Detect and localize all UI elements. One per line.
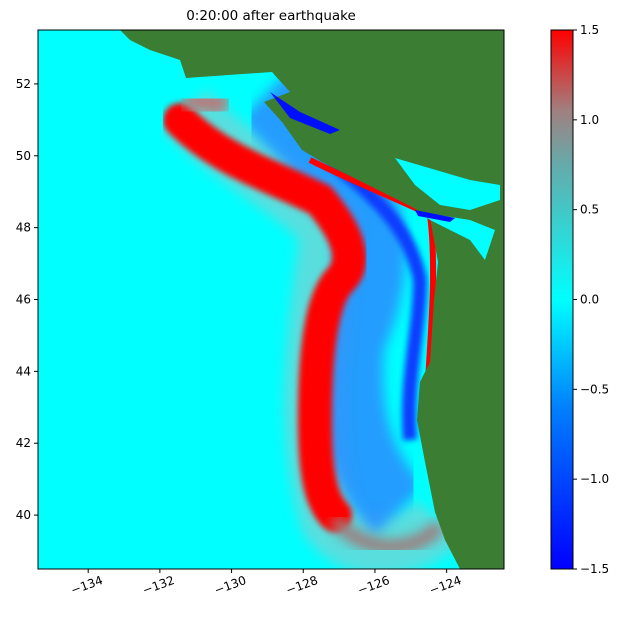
x-tick-label: −126 bbox=[356, 573, 392, 597]
x-tick-label: −130 bbox=[212, 573, 248, 597]
colorbar bbox=[551, 30, 573, 569]
colorbar-tick-label: 1.0 bbox=[580, 113, 599, 127]
y-tick-label: 44 bbox=[16, 364, 31, 378]
y-tick-label: 42 bbox=[16, 436, 31, 450]
x-tick-label: −132 bbox=[141, 573, 177, 597]
x-tick-label: −128 bbox=[284, 573, 320, 597]
y-tick-label: 40 bbox=[16, 508, 31, 522]
chart-title: 0:20:00 after earthquake bbox=[186, 8, 356, 24]
map-field bbox=[38, 30, 504, 569]
x-tick-label: −124 bbox=[427, 573, 463, 597]
colorbar-tick-label: 0.0 bbox=[580, 293, 599, 307]
y-tick-label: 46 bbox=[16, 293, 31, 307]
x-tick-label: −134 bbox=[69, 573, 105, 597]
colorbar-tick-label: 0.5 bbox=[580, 203, 599, 217]
colorbar-tick-label: −1.5 bbox=[580, 562, 609, 576]
colorbar-tick-label: −1.0 bbox=[580, 472, 609, 486]
y-tick-label: 50 bbox=[16, 149, 31, 163]
colorbar-tick-label: −0.5 bbox=[580, 382, 609, 396]
colorbar-tick-label: 1.5 bbox=[580, 23, 599, 37]
y-tick-label: 52 bbox=[16, 77, 31, 91]
y-tick-label: 48 bbox=[16, 221, 31, 235]
